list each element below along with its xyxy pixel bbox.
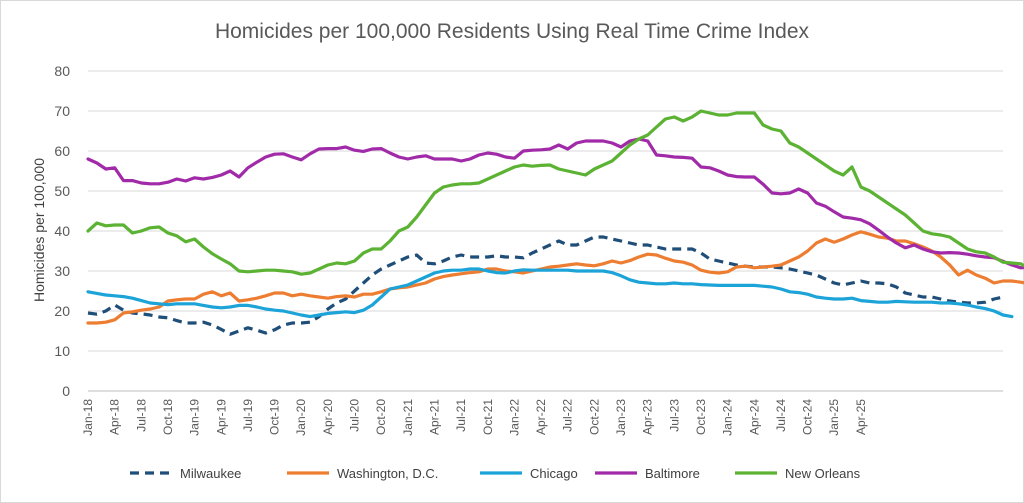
x-tick-label: Apr-25 (854, 399, 868, 435)
legend-label: Baltimore (645, 466, 700, 481)
legend-label: New Orleans (785, 466, 861, 481)
gridlines (88, 70, 1003, 392)
series-line-baltimore (86, 137, 1024, 270)
x-tick-label: Apr-20 (321, 399, 335, 435)
x-tick-label: Jul-21 (454, 399, 468, 432)
series-line-new-orleans (86, 109, 1024, 276)
x-tick-label: Jan-22 (507, 399, 521, 436)
y-tick-label: 50 (54, 183, 70, 199)
x-tick-label: Jul-24 (774, 399, 788, 432)
legend-label: Chicago (530, 466, 578, 481)
x-tick-label: Jul-22 (561, 399, 575, 432)
y-tick-label: 20 (54, 303, 70, 319)
x-tick-label: Jan-20 (294, 399, 308, 436)
legend: Milwaukee Washington, D.C. Chicago Baltimor… (130, 466, 861, 481)
x-tick-label: Jul-18 (134, 399, 148, 432)
series-line-milwaukee (87, 235, 1004, 336)
y-tick-label: 70 (54, 103, 70, 119)
y-axis-label: Homicides per 100,000 (31, 158, 47, 302)
x-tick-label: Oct-22 (587, 399, 601, 435)
x-tick-label: Apr-22 (534, 399, 548, 435)
series-lines (86, 109, 1024, 336)
x-tick-label: Oct-21 (481, 399, 495, 435)
x-tick-label: Jan-21 (401, 399, 415, 436)
y-tick-label: 80 (54, 63, 70, 79)
x-tick-label: Jan-23 (614, 399, 628, 436)
x-tick-label: Jul-23 (667, 399, 681, 432)
x-tick-label: Oct-19 (268, 399, 282, 435)
x-tick-label: Jan-24 (721, 399, 735, 436)
x-tick-label: Apr-23 (641, 399, 655, 435)
x-tick-label: Jan-25 (827, 399, 841, 436)
legend-label: Milwaukee (180, 466, 241, 481)
y-tick-labels: 0 10 20 30 40 50 60 70 80 (54, 63, 70, 399)
x-tick-labels: Jan-18 Apr-18 Jul-18 Oct-18 Jan-19 Apr-19 Jul-… (81, 399, 868, 436)
legend-label: Washington, D.C. (337, 466, 438, 481)
x-tick-label: Jan-18 (81, 399, 95, 436)
x-tick-label: Apr-21 (427, 399, 441, 435)
x-tick-label: Oct-23 (694, 399, 708, 435)
series-line-chicago (86, 267, 1014, 319)
x-tick-label: Apr-19 (214, 399, 228, 435)
x-tick-label: Oct-18 (161, 399, 175, 435)
y-tick-label: 60 (54, 143, 70, 159)
y-tick-label: 30 (54, 263, 70, 279)
chart-title: Homicides per 100,000 Residents Using Re… (215, 20, 810, 43)
x-tick-label: Jan-19 (188, 399, 202, 436)
x-tick-label: Oct-24 (801, 399, 815, 435)
y-tick-label: 10 (54, 343, 70, 359)
x-tick-label: Jul-19 (241, 399, 255, 432)
x-tick-label: Apr-24 (747, 399, 761, 435)
x-tick-label: Oct-20 (374, 399, 388, 435)
x-tick-label: Jul-20 (348, 399, 362, 432)
y-tick-label: 0 (62, 383, 70, 399)
y-tick-label: 40 (54, 223, 70, 239)
series-line-washington-d-c (86, 230, 1024, 325)
x-tick-label: Apr-18 (108, 399, 122, 435)
